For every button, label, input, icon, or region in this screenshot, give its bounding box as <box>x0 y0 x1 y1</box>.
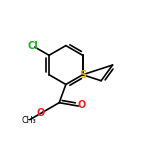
Text: Cl: Cl <box>28 41 38 51</box>
Text: O: O <box>78 100 86 110</box>
Text: O: O <box>37 108 45 118</box>
Text: S: S <box>79 70 86 80</box>
Text: CH₃: CH₃ <box>22 116 36 124</box>
